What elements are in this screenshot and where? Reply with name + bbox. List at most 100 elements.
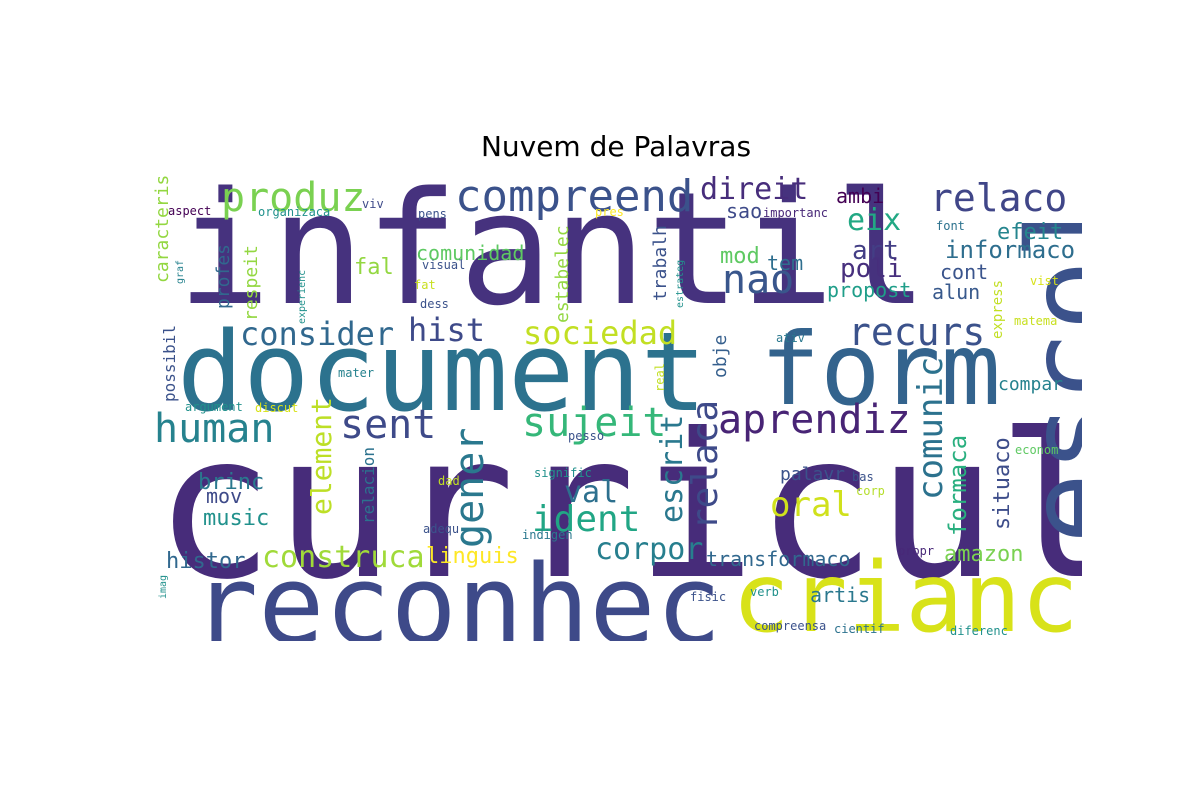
word-tem: tem — [767, 251, 804, 275]
word-nao: nao — [722, 257, 795, 303]
word-argument: argument — [185, 400, 243, 414]
word-linguis: linguis — [426, 544, 519, 569]
word-comunic: comunic — [911, 356, 951, 500]
word-ident: ident — [532, 499, 641, 540]
word-dad: dad — [438, 474, 460, 488]
word-efeit: efeit — [997, 220, 1064, 245]
word-compreensa: compreensa — [754, 619, 827, 633]
word-poli: poli — [840, 254, 903, 284]
word-aprendiz: aprendiz — [718, 397, 911, 443]
word-mod: mod — [720, 244, 760, 269]
word-eix: eix — [847, 203, 902, 238]
word-mov: mov — [206, 484, 243, 508]
word-imag: imag — [158, 574, 169, 599]
word-estrateg: estrateg — [675, 259, 686, 308]
word-recurs: recurs — [848, 310, 986, 354]
word-val: val — [564, 475, 619, 510]
word-profes: profes — [213, 243, 234, 309]
word-experienc: experienc — [297, 269, 308, 324]
word-diferenc: diferenc — [950, 624, 1008, 638]
word-element: element — [305, 396, 338, 515]
word-construca: construca — [262, 540, 425, 575]
word-graf: graf — [175, 259, 186, 284]
word-music: music — [203, 506, 270, 531]
word-brinc: brinc — [198, 470, 265, 495]
word-palavr: palavr — [780, 464, 846, 485]
word-pres: pres — [595, 205, 624, 219]
word-obje: obje — [710, 334, 731, 378]
word-fisic: fisic — [690, 590, 727, 604]
word-sao: sao — [726, 199, 763, 223]
word-ambi: ambi — [836, 184, 885, 208]
word-produz: produz — [221, 175, 366, 221]
word-comunidad: comunidad — [416, 241, 525, 265]
word-font: font — [936, 219, 965, 233]
word-propr: propr — [898, 544, 935, 558]
word-fal: fal — [354, 255, 394, 280]
word-informaco: informaco — [945, 236, 1076, 264]
word-dess: dess — [420, 297, 449, 311]
word-direit: direit — [700, 175, 809, 207]
word-matema: matema — [1014, 314, 1058, 328]
word-respeit: respeit — [241, 245, 262, 321]
word-cientif: cientif — [834, 622, 885, 636]
word-importanc: importanc — [763, 206, 829, 220]
word-signific: signific — [534, 466, 592, 480]
word-form: form — [760, 311, 1001, 428]
word-amazon: amazon — [944, 542, 1024, 567]
word-curricul: curricul — [154, 391, 1082, 624]
word-vist: vist — [1030, 274, 1059, 288]
word-corp: corp — [856, 484, 885, 498]
word-transformaco: transformaco — [706, 547, 851, 571]
word-indigen: indigen — [522, 528, 573, 542]
word-relaco: relaco — [930, 176, 1068, 220]
word-cloud: curricul infantil document reconhec escol for… — [150, 175, 1082, 641]
word-human: human — [154, 406, 275, 452]
word-alun: alun — [932, 280, 981, 304]
word-crianc: crianc — [732, 542, 1079, 641]
word-art: art — [852, 236, 899, 266]
word-mater: mater — [338, 366, 375, 380]
word-compar: compar — [998, 374, 1064, 395]
word-propost: propost — [827, 278, 912, 302]
word-infantil: infantil — [177, 175, 929, 340]
word-adequ: adequ — [423, 522, 460, 536]
word-estabelec: estabelec — [552, 225, 573, 323]
word-sent: sent — [340, 402, 437, 448]
word-artis: artis — [810, 583, 871, 607]
word-caracteris: caracteris — [152, 175, 173, 283]
chart-title: Nuvem de Palavras — [480, 130, 752, 163]
word-viv: viv — [362, 197, 384, 211]
word-histor: histor — [166, 549, 246, 574]
word-bas: bas — [852, 470, 874, 484]
word-escrit: escrit — [655, 414, 690, 523]
word-relacion: relacion — [359, 446, 378, 524]
word-ativ: ativ — [776, 331, 805, 345]
word-aspect: aspect — [168, 204, 212, 218]
word-consider: consider — [240, 315, 395, 353]
word-cont: cont — [940, 260, 989, 284]
word-pens: pens — [418, 207, 447, 221]
word-trabalh: trabalh — [650, 225, 671, 301]
word-econom: econom — [1015, 443, 1059, 457]
word-reconhec: reconhec — [192, 541, 722, 641]
word-relaca: relaca — [685, 399, 726, 530]
word-possibil: possibil — [160, 324, 179, 402]
word-organizaca: organizaca — [258, 205, 331, 219]
word-visual: visual — [422, 258, 466, 272]
word-real: real — [653, 363, 667, 392]
word-situaco: situaco — [990, 437, 1015, 530]
word-express: express — [990, 279, 1006, 339]
word-document: document — [177, 308, 707, 436]
word-corpor: corpor — [595, 532, 704, 567]
word-formaca: formaca — [944, 434, 972, 536]
word-oral: oral — [770, 485, 852, 525]
word-pesso: pesso — [568, 429, 605, 443]
word-sociedad: sociedad — [523, 314, 678, 352]
word-verb: verb — [750, 585, 779, 599]
word-discut: discut — [255, 401, 299, 415]
word-compreend: compreend — [455, 175, 694, 222]
word-sujeit: sujeit — [522, 400, 667, 446]
word-hist: hist — [408, 311, 486, 349]
word-fat: fat — [414, 278, 436, 292]
